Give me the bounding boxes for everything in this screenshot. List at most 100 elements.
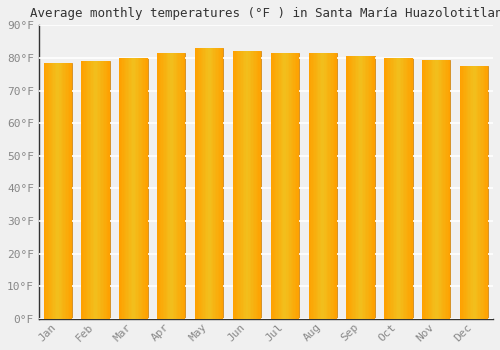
Bar — [170, 53, 172, 319]
Bar — [210, 48, 212, 319]
Bar — [168, 53, 170, 319]
Bar — [158, 53, 160, 319]
Bar — [334, 53, 336, 319]
Bar — [97, 61, 98, 319]
Bar — [478, 66, 480, 319]
Bar — [346, 56, 348, 319]
Bar — [482, 66, 484, 319]
Bar — [387, 58, 388, 319]
Bar — [46, 63, 48, 319]
Bar — [289, 53, 290, 319]
Bar — [270, 53, 272, 319]
Bar — [237, 51, 238, 319]
Bar — [199, 48, 200, 319]
Bar — [298, 53, 299, 319]
Bar — [464, 66, 466, 319]
Bar — [359, 56, 360, 319]
Bar — [146, 58, 148, 319]
Bar — [180, 53, 181, 319]
Bar — [480, 66, 481, 319]
Bar — [314, 53, 316, 319]
Bar — [44, 63, 45, 319]
Bar — [254, 51, 256, 319]
Bar — [102, 61, 104, 319]
Bar — [270, 53, 299, 319]
Bar — [312, 53, 313, 319]
Bar — [88, 61, 90, 319]
Bar — [86, 61, 87, 319]
Bar — [472, 66, 474, 319]
Bar — [365, 56, 366, 319]
Bar — [54, 63, 55, 319]
Bar — [257, 51, 258, 319]
Bar — [52, 63, 54, 319]
Bar — [240, 51, 242, 319]
Bar — [49, 63, 50, 319]
Bar — [448, 60, 449, 319]
Bar — [250, 51, 252, 319]
Bar — [157, 53, 186, 319]
Bar — [178, 53, 180, 319]
Bar — [370, 56, 372, 319]
Bar — [198, 48, 199, 319]
Bar — [124, 58, 125, 319]
Bar — [466, 66, 467, 319]
Bar — [435, 60, 436, 319]
Bar — [132, 58, 134, 319]
Bar — [308, 53, 337, 319]
Bar — [215, 48, 216, 319]
Bar — [65, 63, 66, 319]
Bar — [100, 61, 102, 319]
Bar — [330, 53, 331, 319]
Bar — [128, 58, 129, 319]
Bar — [60, 63, 62, 319]
Bar — [195, 48, 224, 319]
Bar — [94, 61, 96, 319]
Bar — [476, 66, 477, 319]
Bar — [163, 53, 164, 319]
Bar — [130, 58, 132, 319]
Bar — [467, 66, 468, 319]
Bar — [284, 53, 285, 319]
Bar — [350, 56, 352, 319]
Bar — [44, 63, 72, 319]
Bar — [64, 63, 65, 319]
Bar — [332, 53, 334, 319]
Bar — [206, 48, 208, 319]
Bar — [62, 63, 64, 319]
Bar — [56, 63, 58, 319]
Bar — [442, 60, 444, 319]
Bar — [396, 58, 397, 319]
Bar — [388, 58, 390, 319]
Bar — [484, 66, 486, 319]
Bar — [214, 48, 215, 319]
Bar — [138, 58, 139, 319]
Bar — [470, 66, 472, 319]
Bar — [384, 58, 386, 319]
Bar — [407, 58, 408, 319]
Bar — [310, 53, 312, 319]
Bar — [160, 53, 162, 319]
Bar — [366, 56, 368, 319]
Bar — [274, 53, 275, 319]
Bar — [70, 63, 72, 319]
Bar — [45, 63, 46, 319]
Bar — [238, 51, 240, 319]
Bar — [108, 61, 110, 319]
Bar — [136, 58, 138, 319]
Bar — [404, 58, 406, 319]
Bar — [119, 58, 120, 319]
Bar — [390, 58, 392, 319]
Bar — [58, 63, 59, 319]
Bar — [422, 60, 424, 319]
Bar — [50, 63, 52, 319]
Bar — [167, 53, 168, 319]
Bar — [328, 53, 330, 319]
Bar — [82, 61, 83, 319]
Bar — [463, 66, 464, 319]
Bar — [400, 58, 402, 319]
Bar — [430, 60, 432, 319]
Bar — [428, 60, 429, 319]
Bar — [462, 66, 463, 319]
Bar — [320, 53, 322, 319]
